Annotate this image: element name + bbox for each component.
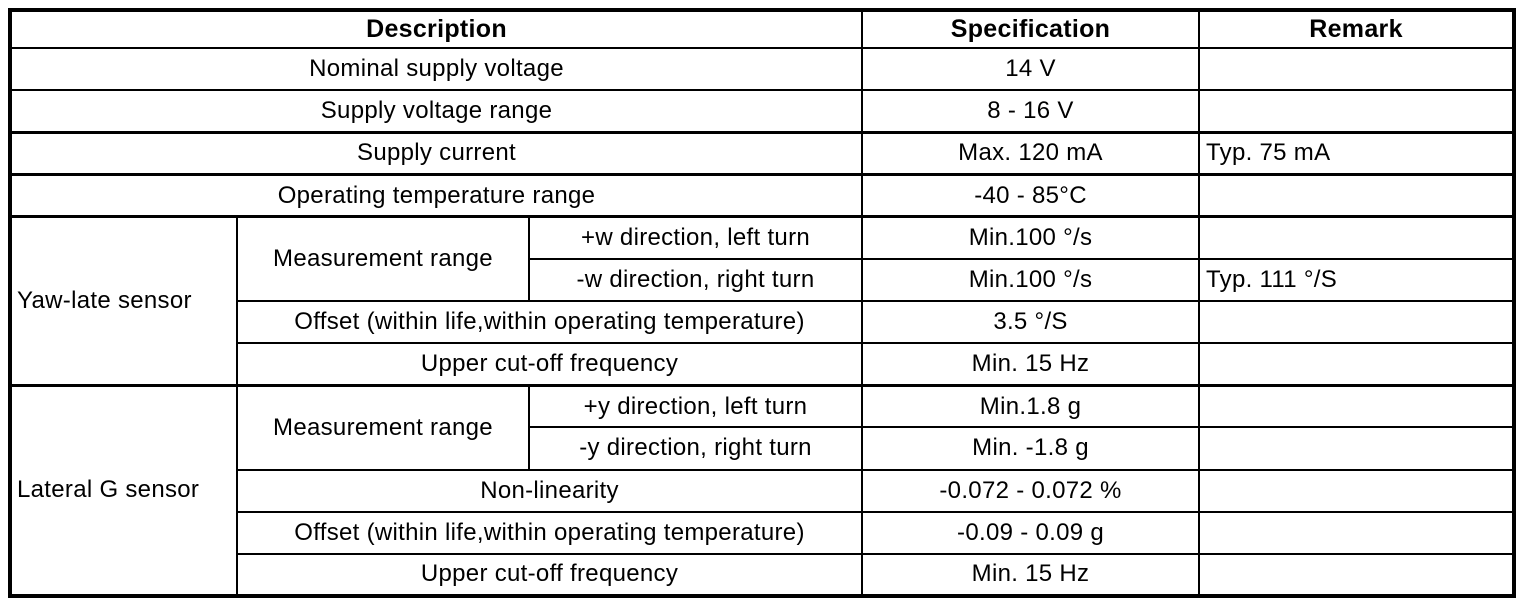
cell-sensor-name-lateral: Lateral G sensor [9,384,238,597]
cell-sub-description: +y direction, left turn [527,384,864,429]
table-row-operating-temp: Operating temperature range -40 - 85°C [8,173,1516,219]
table-row-yaw-cutoff: Upper cut-off frequency Min. 15 Hz [10,342,1516,387]
cell-remark [1198,552,1516,598]
table-row-yaw-offset: Offset (within life,within operating tem… [10,299,1516,345]
cell-specification: -40 - 85°C [861,173,1201,219]
cell-specification: 8 - 16 V [861,89,1201,134]
cell-sensor-name-yaw: Yaw-late sensor [9,215,238,387]
cell-remark [1198,468,1516,513]
cell-remark [1198,89,1516,134]
cell-specification: Min. 15 Hz [861,552,1201,598]
table-row-yaw-pos-direction: Yaw-late sensor Measurement range +w dir… [9,215,1516,387]
cell-specification: Min.100 °/s [861,215,1201,260]
cell-description: Supply current [8,131,864,177]
sensor-specification-table: Description Specification Remark Nominal… [8,8,1517,598]
table-header-row: Description Specification Remark [8,8,1516,50]
cell-remark [1198,173,1516,219]
table-row-lateral-neg-direction: -y direction, right turn Min. -1.8 g [10,426,1516,471]
cell-specification: Min.1.8 g [861,384,1201,429]
cell-remark [1198,215,1516,260]
cell-specification: Min.100 °/s [861,257,1201,302]
cell-specification: -0.09 - 0.09 g [861,510,1201,555]
cell-description: Non-linearity [235,468,864,513]
column-header-specification: Specification [861,8,1201,50]
cell-description: Operating temperature range [8,173,864,219]
table-row-lateral-cutoff: Upper cut-off frequency Min. 15 Hz [10,552,1516,598]
cell-remark [1198,342,1516,387]
cell-remark: Typ. 111 °/S [1198,257,1516,302]
cell-remark [1198,426,1516,471]
column-header-remark: Remark [1198,8,1516,50]
cell-measurement-range-label: Measurement range [236,384,530,471]
table-row-lateral-nonlinearity: Non-linearity -0.072 - 0.072 % [10,468,1516,513]
cell-description: Supply voltage range [8,89,864,134]
cell-sub-description: -w direction, right turn [527,257,864,302]
cell-description: Upper cut-off frequency [235,342,864,387]
cell-description: Upper cut-off frequency [235,552,864,598]
cell-sub-description: +w direction, left turn [527,215,864,260]
cell-specification: Min. 15 Hz [861,342,1201,387]
cell-sub-description: -y direction, right turn [527,426,864,471]
table-row-yaw-neg-direction: -w direction, right turn Min.100 °/s Typ… [10,257,1516,302]
cell-specification: 14 V [861,47,1201,92]
cell-specification: Max. 120 mA [861,131,1201,177]
cell-specification: -0.072 - 0.072 % [861,468,1201,513]
column-header-description: Description [8,8,864,50]
table-row-nominal-voltage: Nominal supply voltage 14 V [8,47,1516,92]
table-row-voltage-range: Supply voltage range 8 - 16 V [8,89,1516,134]
cell-measurement-range-label: Measurement range [236,215,530,302]
cell-description: Offset (within life,within operating tem… [235,299,864,345]
table-row-supply-current: Supply current Max. 120 mA Typ. 75 mA [8,131,1516,177]
cell-specification: 3.5 °/S [861,299,1201,345]
cell-remark [1198,47,1516,92]
cell-description: Offset (within life,within operating tem… [235,510,864,555]
cell-remark [1198,299,1516,345]
cell-remark: Typ. 75 mA [1198,131,1516,177]
cell-remark [1198,384,1516,429]
cell-remark [1198,510,1516,555]
table-row-lateral-offset: Offset (within life,within operating tem… [10,510,1516,555]
cell-specification: Min. -1.8 g [861,426,1201,471]
cell-description: Nominal supply voltage [8,47,864,92]
table-row-lateral-pos-direction: Lateral G sensor Measurement range +y di… [9,384,1516,597]
